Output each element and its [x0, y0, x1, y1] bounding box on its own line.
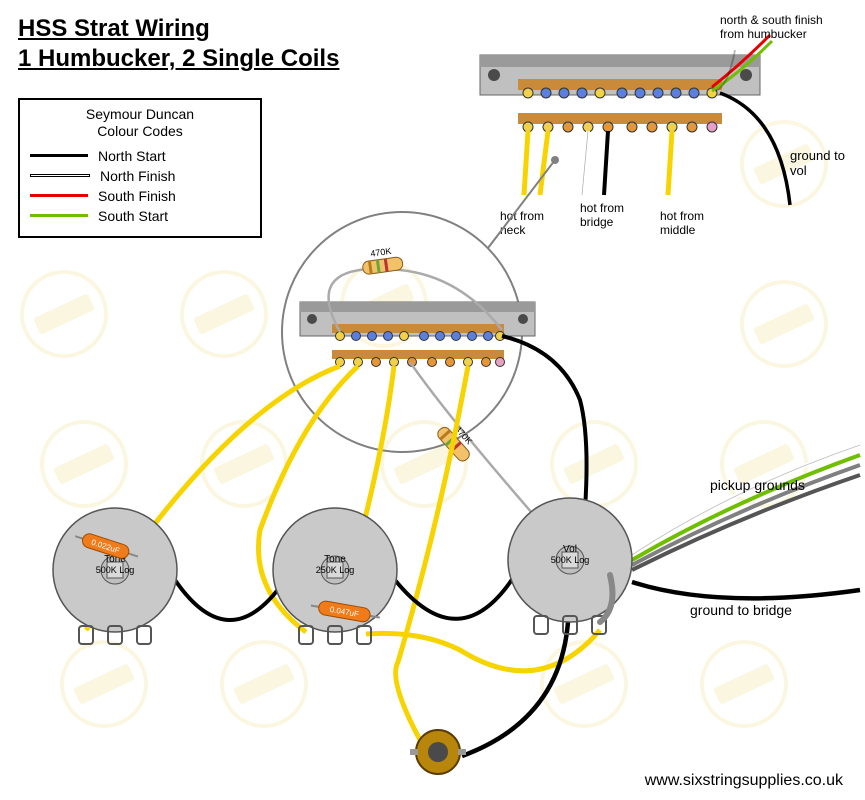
legend-label: South Start [98, 208, 168, 224]
svg-text:middle: middle [660, 223, 696, 237]
wire-vol-to-jack-ground [462, 622, 568, 756]
svg-text:0.047uF: 0.047uF [329, 605, 360, 619]
diagram-title: HSS Strat Wiring 1 Humbucker, 2 Single C… [18, 14, 339, 74]
label-ns-finish: north & south finish [720, 13, 823, 27]
legend-row: South Finish [30, 186, 250, 206]
wire-ground-chain2 [395, 575, 515, 619]
svg-text:500K Log: 500K Log [96, 565, 135, 575]
detail-inset [480, 35, 790, 205]
watermark [700, 640, 788, 728]
wire-ground-chain1 [175, 580, 285, 620]
resistor-470k-2: 470K [435, 417, 480, 463]
detail-callout-circle [282, 212, 522, 452]
svg-text:neck: neck [500, 223, 526, 237]
label-ns-finish2: from humbucker [720, 27, 807, 41]
output-jack [410, 730, 466, 774]
wire-yellow-2 [258, 366, 358, 632]
watermark [220, 640, 308, 728]
cap-2: 0.047uF [310, 599, 381, 625]
watermark [740, 120, 828, 208]
watermark [60, 640, 148, 728]
legend-swatch [30, 174, 90, 177]
legend: Seymour Duncan Colour Codes North Start … [18, 98, 262, 238]
watermark [550, 420, 638, 508]
legend-label: North Start [98, 148, 166, 164]
svg-text:Vol: Vol [563, 544, 577, 555]
svg-text:470K: 470K [453, 424, 475, 446]
svg-text:Tone: Tone [104, 554, 126, 565]
legend-title: Seymour Duncan Colour Codes [30, 106, 250, 140]
watermark [740, 280, 828, 368]
label-ground-bridge: ground to bridge [690, 602, 792, 618]
resistor-wire [329, 269, 502, 332]
resistor-470k: 470K [360, 245, 403, 275]
wire-yellow-1 [86, 366, 340, 630]
website-url: www.sixstringsupplies.co.uk [645, 772, 843, 790]
legend-row: North Finish [30, 166, 250, 186]
wire-yellow-3 [334, 366, 394, 630]
watermark [200, 420, 288, 508]
label-hot-middle: hot from [660, 209, 704, 223]
wire-yellow-jack [396, 366, 468, 740]
label-hot-bridge: hot from [580, 201, 624, 215]
watermark [180, 270, 268, 358]
svg-text:vol: vol [790, 163, 807, 178]
label-hot-neck: hot from [500, 209, 544, 223]
legend-label: North Finish [100, 168, 175, 184]
watermark [720, 420, 808, 508]
legend-row: South Start [30, 206, 250, 226]
label-ground-vol: ground to [790, 148, 845, 163]
legend-swatch [30, 194, 88, 197]
wire-switch-to-vol [502, 336, 587, 616]
tone-2-pot: Tone 250K Log [273, 508, 397, 644]
watermark [540, 640, 628, 728]
watermark [20, 270, 108, 358]
legend-swatch [30, 154, 88, 157]
svg-text:Tone: Tone [324, 554, 346, 565]
tone-1-pot: Tone 500K Log [53, 508, 177, 644]
volume-pot: Vol 500K Log [508, 498, 632, 634]
svg-text:500K Log: 500K Log [551, 555, 590, 565]
label-pickup-grounds: pickup grounds [710, 477, 805, 493]
watermark [340, 260, 428, 348]
main-switch [300, 302, 535, 367]
legend-label: South Finish [98, 188, 176, 204]
cap-1: 0.022uF [73, 530, 140, 564]
legend-row: North Start [30, 146, 250, 166]
watermark [380, 420, 468, 508]
legend-swatch [30, 214, 88, 217]
svg-text:bridge: bridge [580, 215, 614, 229]
svg-text:0.022uF: 0.022uF [90, 538, 121, 556]
svg-text:250K Log: 250K Log [316, 565, 355, 575]
svg-text:470K: 470K [370, 246, 392, 259]
watermark [40, 420, 128, 508]
